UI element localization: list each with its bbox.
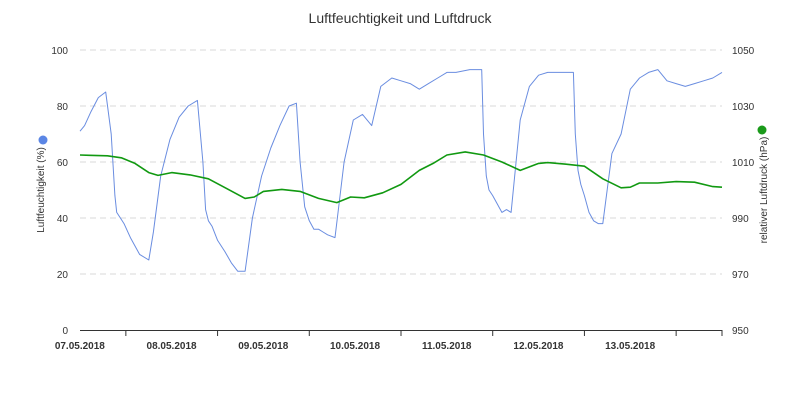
x-tick-label: 10.05.2018: [330, 341, 380, 352]
series-layer: [79, 69, 723, 272]
pressure-series-marker: [757, 125, 767, 135]
x-tick-label: 13.05.2018: [605, 341, 655, 352]
left-axis-ticks: 0 20 40 60 80 100: [51, 46, 68, 337]
left-tick-label: 0: [62, 326, 68, 337]
x-tick-label: 09.05.2018: [238, 341, 288, 352]
axis-markers: [38, 125, 767, 145]
pressure-series-line: [79, 151, 723, 204]
right-tick-label: 1030: [732, 102, 755, 113]
left-tick-label: 40: [57, 214, 69, 225]
right-tick-label: 1050: [732, 46, 755, 57]
right-tick-label: 1010: [732, 158, 755, 169]
x-axis: 07.05.2018 08.05.2018 09.05.2018 10.05.2018…: [55, 330, 723, 352]
left-axis-label: Luftfeuchtigkeit (%): [36, 147, 47, 233]
x-tick-label: 11.05.2018: [422, 341, 472, 352]
x-tick-label: 12.05.2018: [513, 341, 563, 352]
right-tick-label: 950: [732, 326, 749, 337]
left-tick-label: 20: [57, 270, 69, 281]
humidity-series-line: [79, 69, 723, 272]
x-tick-label: 08.05.2018: [147, 341, 197, 352]
left-tick-label: 100: [51, 46, 68, 57]
left-tick-label: 60: [57, 158, 69, 169]
x-tick-label: 07.05.2018: [55, 341, 105, 352]
left-tick-label: 80: [57, 102, 69, 113]
grid-lines: [80, 49, 722, 275]
right-axis-label: relativer Luftdruck (hPa): [759, 137, 770, 244]
right-tick-label: 990: [732, 214, 749, 225]
humidity-series-marker: [38, 135, 48, 145]
right-axis-ticks: 950 970 990 1010 1030 1050: [732, 46, 755, 337]
chart-title: Luftfeuchtigkeit und Luftdruck: [309, 10, 493, 26]
right-tick-label: 970: [732, 270, 749, 281]
